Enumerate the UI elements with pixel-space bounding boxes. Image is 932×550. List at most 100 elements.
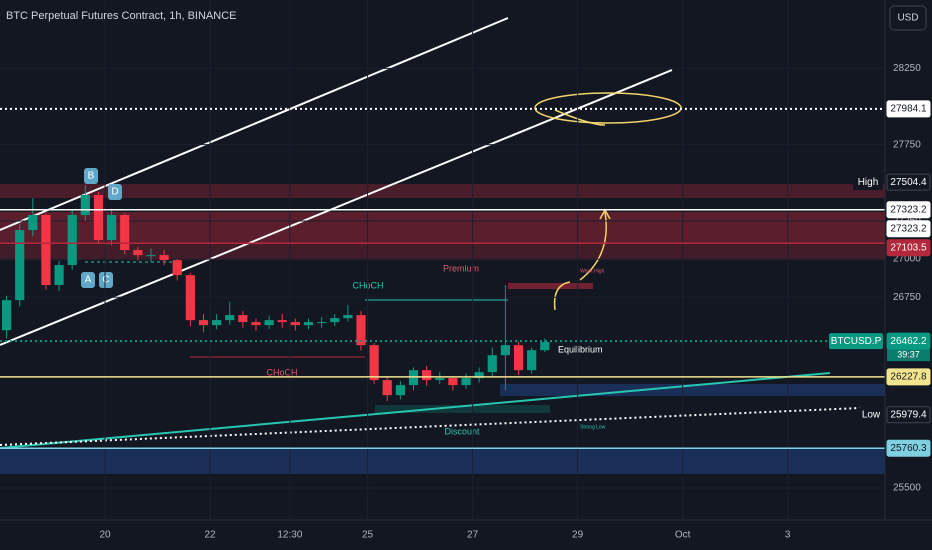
annotation: A bbox=[85, 275, 92, 286]
axis-labels: 282502775027250270002675025500202212:302… bbox=[99, 63, 931, 541]
annotation: Equilibrium bbox=[558, 344, 603, 354]
candle-body bbox=[93, 195, 104, 241]
supply-zone bbox=[0, 243, 885, 260]
candle-body bbox=[238, 315, 248, 323]
candle-body bbox=[198, 320, 209, 326]
annotation: Strong Low bbox=[580, 424, 606, 430]
candle-body bbox=[212, 320, 222, 326]
price-tag bbox=[886, 100, 931, 118]
candles bbox=[0, 0, 885, 520]
x-tick-label: 3 bbox=[785, 530, 791, 541]
candle-body bbox=[317, 322, 327, 324]
candle-body bbox=[527, 350, 537, 371]
candle-body bbox=[106, 214, 117, 241]
point-badge bbox=[81, 272, 95, 288]
candle-body bbox=[41, 214, 51, 286]
price-tag-value: 25979.4 bbox=[890, 409, 927, 420]
point-badge bbox=[84, 168, 98, 184]
candle-body bbox=[28, 214, 38, 231]
arrow bbox=[579, 211, 607, 281]
price-tag bbox=[886, 220, 931, 238]
candle-body bbox=[120, 214, 130, 251]
trend-line bbox=[0, 372, 831, 449]
price-tag bbox=[886, 439, 931, 457]
y-tick-label: 25500 bbox=[893, 483, 921, 494]
candle-body bbox=[435, 378, 445, 381]
candle-body bbox=[15, 230, 25, 301]
annotation: Premium bbox=[443, 263, 479, 273]
candle-body bbox=[487, 355, 497, 373]
annotation: Discount bbox=[444, 426, 480, 436]
candle-body bbox=[159, 255, 169, 261]
candle-body bbox=[382, 380, 392, 396]
candle-body bbox=[264, 320, 274, 326]
price-tag-label: Low bbox=[862, 409, 881, 420]
price-tag-value: 27504.4 bbox=[890, 177, 927, 188]
annotation: D bbox=[111, 187, 118, 198]
channel-line bbox=[0, 69, 673, 346]
candle-body bbox=[395, 385, 405, 396]
price-tag-value: 26227.8 bbox=[890, 372, 927, 383]
point-badge bbox=[108, 184, 122, 200]
candle-body bbox=[330, 318, 340, 323]
candle-body bbox=[343, 315, 353, 319]
candle-body bbox=[54, 265, 64, 286]
candle-body bbox=[80, 195, 90, 215]
price-tag-value: 27323.2 bbox=[890, 223, 927, 234]
y-tick-label: 27750 bbox=[893, 139, 921, 150]
y-tick-label: 28250 bbox=[893, 63, 921, 74]
price-tag bbox=[886, 173, 931, 191]
price-tag-value: 27984.1 bbox=[890, 104, 927, 115]
annotation: Weak High bbox=[580, 268, 605, 274]
point-badge bbox=[99, 272, 113, 288]
premium-zone bbox=[508, 283, 593, 289]
price-tag-value: 27323.2 bbox=[890, 204, 927, 215]
annotation: CHoCH bbox=[266, 367, 297, 377]
price-tag bbox=[886, 406, 931, 424]
channel-line bbox=[0, 17, 509, 231]
x-tick-label: Oct bbox=[675, 530, 691, 541]
trend-line bbox=[0, 407, 861, 446]
price-tag bbox=[886, 201, 931, 219]
candle-body bbox=[67, 214, 77, 266]
candle-body bbox=[474, 372, 484, 379]
price-tag-label-box bbox=[859, 406, 883, 423]
arrow bbox=[553, 281, 571, 311]
arrow bbox=[554, 109, 606, 126]
x-tick-label: 12:30 bbox=[277, 530, 302, 541]
candle-body bbox=[422, 370, 432, 381]
x-tick-label: 22 bbox=[204, 530, 216, 541]
chart-title: BTC Perpetual Futures Contract, 1h, BINA… bbox=[6, 10, 236, 22]
discount-zone bbox=[375, 405, 550, 413]
y-tick-label: 27000 bbox=[893, 254, 921, 265]
candle-body bbox=[461, 378, 471, 386]
candle-body bbox=[251, 322, 261, 326]
countdown-box bbox=[887, 349, 930, 362]
candle-body bbox=[185, 275, 195, 321]
price-tag-value: 27103.5 bbox=[890, 242, 927, 253]
price-tag bbox=[886, 239, 931, 257]
candle-body bbox=[500, 345, 510, 356]
candle-body bbox=[290, 322, 300, 326]
candle-body bbox=[172, 260, 182, 276]
price-tag-label-box bbox=[853, 174, 883, 191]
currency-button[interactable] bbox=[889, 5, 927, 31]
candle-body bbox=[540, 342, 550, 351]
candle-body bbox=[448, 378, 458, 386]
candle-body bbox=[356, 315, 366, 346]
price-tag-label: BTCUSD.P bbox=[831, 336, 882, 347]
candle-body bbox=[303, 322, 314, 326]
candle-body bbox=[133, 250, 143, 256]
candle-body bbox=[277, 320, 287, 323]
price-tag-value: 25760.3 bbox=[890, 443, 927, 454]
demand-zone bbox=[500, 384, 885, 396]
price-tag bbox=[886, 368, 931, 386]
supply-zone bbox=[0, 184, 885, 198]
price-tag-label: High bbox=[858, 177, 879, 188]
candle-body bbox=[1, 300, 12, 331]
currency[interactable]: USD bbox=[897, 13, 918, 24]
price-tag-label-box bbox=[829, 333, 883, 350]
candle-body bbox=[369, 345, 379, 381]
x-tick-label: 20 bbox=[99, 530, 111, 541]
